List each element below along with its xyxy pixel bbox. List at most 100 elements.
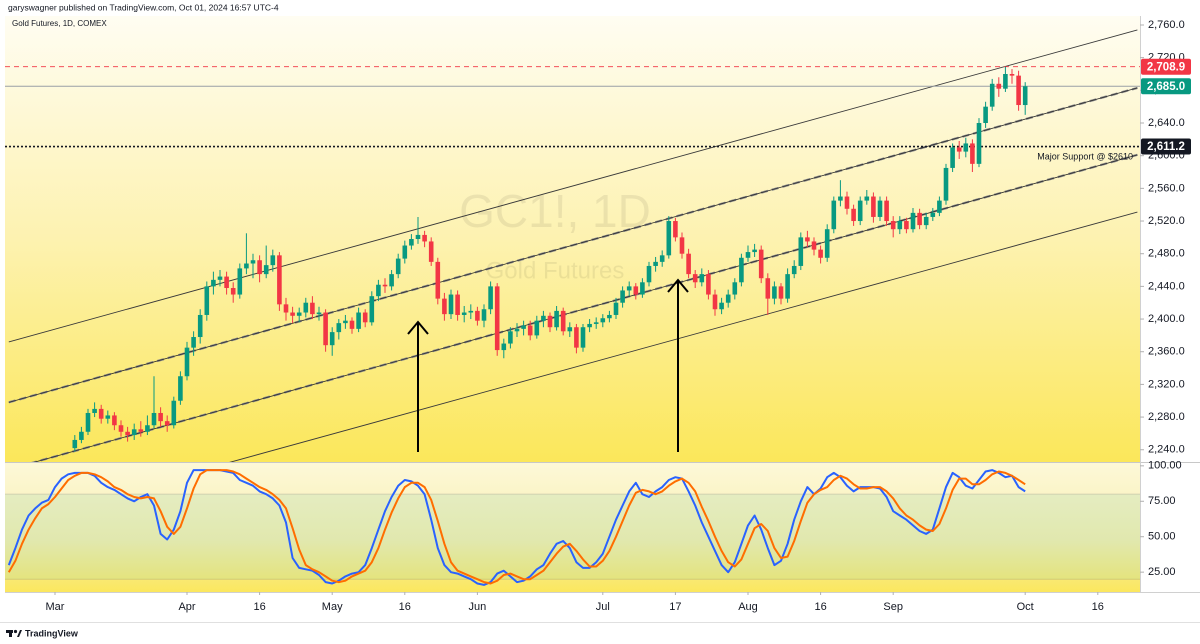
candle-body xyxy=(428,241,434,262)
candle-body xyxy=(996,83,1002,89)
price-pane-background xyxy=(5,16,1140,462)
candle-body xyxy=(178,376,183,401)
y-tick-label: 2,280.0 xyxy=(1148,411,1185,423)
candle-body xyxy=(323,312,328,346)
y-tick-label: 100.00 xyxy=(1148,460,1182,472)
candle-body xyxy=(151,412,157,426)
candle-body xyxy=(851,208,856,222)
candle-body xyxy=(587,323,592,328)
candle-body xyxy=(356,312,361,329)
candle-body xyxy=(164,421,170,426)
candle-body xyxy=(468,310,474,313)
trend-line xyxy=(33,154,1138,462)
oscillator-line xyxy=(7,469,1026,586)
candle-body xyxy=(950,147,955,168)
candle-body xyxy=(791,265,797,275)
price-label-box xyxy=(1141,58,1191,75)
candle-body xyxy=(415,234,421,239)
candle-body xyxy=(739,257,744,283)
trend-line xyxy=(8,87,1138,403)
candle-body xyxy=(567,327,573,332)
candle-body xyxy=(976,123,982,164)
oscillator-band xyxy=(5,494,1140,580)
candle-body xyxy=(191,337,196,348)
candle-body xyxy=(620,290,625,303)
candle-body xyxy=(250,260,256,264)
candle-body xyxy=(1016,75,1021,106)
candle-body xyxy=(732,282,738,295)
candle-body xyxy=(145,425,150,432)
candle-body xyxy=(640,282,645,295)
candle-body xyxy=(626,286,632,291)
candle-body xyxy=(442,298,447,315)
candle-body xyxy=(316,312,322,315)
y-tick-label: 2,760.0 xyxy=(1148,19,1185,31)
candle-body xyxy=(765,278,771,299)
candle-body xyxy=(230,288,236,295)
y-tick-label: 50.00 xyxy=(1148,531,1176,543)
candle-body xyxy=(745,252,751,258)
candle-body xyxy=(600,318,606,323)
candle-body xyxy=(613,302,619,315)
candle-body xyxy=(534,320,540,336)
oscillator-line xyxy=(7,469,1026,585)
candle-body xyxy=(679,237,685,254)
candle-body xyxy=(362,312,368,323)
watermark-name: Gold Futures xyxy=(486,257,625,284)
price-label-box xyxy=(1141,78,1191,95)
candle-body xyxy=(105,415,111,419)
x-tick-label: 16 xyxy=(399,601,411,613)
candle-body xyxy=(653,261,658,266)
candle-body xyxy=(752,249,757,253)
x-tick-label: 16 xyxy=(1092,601,1104,613)
candle-body xyxy=(514,328,520,332)
price-plot xyxy=(5,29,1140,462)
candle-body xyxy=(692,274,698,283)
candle-body xyxy=(72,439,78,449)
y-tick-label: 2,440.0 xyxy=(1148,280,1185,292)
arrow-head xyxy=(667,278,689,293)
candle-body xyxy=(461,312,467,315)
x-tick-label: Mar xyxy=(46,601,65,613)
y-tick-label: 2,480.0 xyxy=(1148,248,1185,260)
candle-body xyxy=(475,310,480,321)
candle-body xyxy=(956,147,962,152)
candle-body xyxy=(244,263,249,269)
candle-body xyxy=(547,315,553,328)
y-tick-label: 25.00 xyxy=(1148,566,1176,578)
logo-part xyxy=(17,630,22,637)
y-tick-label: 2,320.0 xyxy=(1148,378,1185,390)
x-tick-label: Jul xyxy=(596,601,610,613)
logo-part xyxy=(9,630,12,637)
candle-body xyxy=(125,431,130,436)
candle-body xyxy=(303,302,309,313)
candle-body xyxy=(904,221,909,230)
candle-body xyxy=(719,302,724,310)
candle-body xyxy=(673,221,678,238)
candle-body xyxy=(871,196,876,217)
candle-body xyxy=(211,279,216,287)
candle-body xyxy=(481,309,487,321)
candle-body xyxy=(204,286,210,315)
candle-body xyxy=(785,274,790,299)
candle-body xyxy=(798,237,804,266)
candle-body xyxy=(422,234,427,242)
candle-body xyxy=(158,412,163,422)
logo-part xyxy=(13,629,18,634)
candle-body xyxy=(805,237,810,242)
candle-body xyxy=(1022,86,1028,106)
candle-body xyxy=(283,304,289,313)
y-tick-label: 2,560.0 xyxy=(1148,182,1185,194)
candle-body xyxy=(389,274,394,287)
candle-body xyxy=(79,431,84,440)
candle-body xyxy=(989,83,995,107)
y-tick-label: 2,240.0 xyxy=(1148,444,1185,456)
x-tick-label: Oct xyxy=(1017,601,1034,613)
candle-body xyxy=(666,221,672,256)
chart-title: Gold Futures, 1D, COMEX xyxy=(12,19,107,28)
candle-body xyxy=(521,325,526,329)
candle-body xyxy=(112,415,117,426)
candle-body xyxy=(890,221,896,230)
candle-body xyxy=(290,312,295,316)
candle-body xyxy=(712,294,718,310)
